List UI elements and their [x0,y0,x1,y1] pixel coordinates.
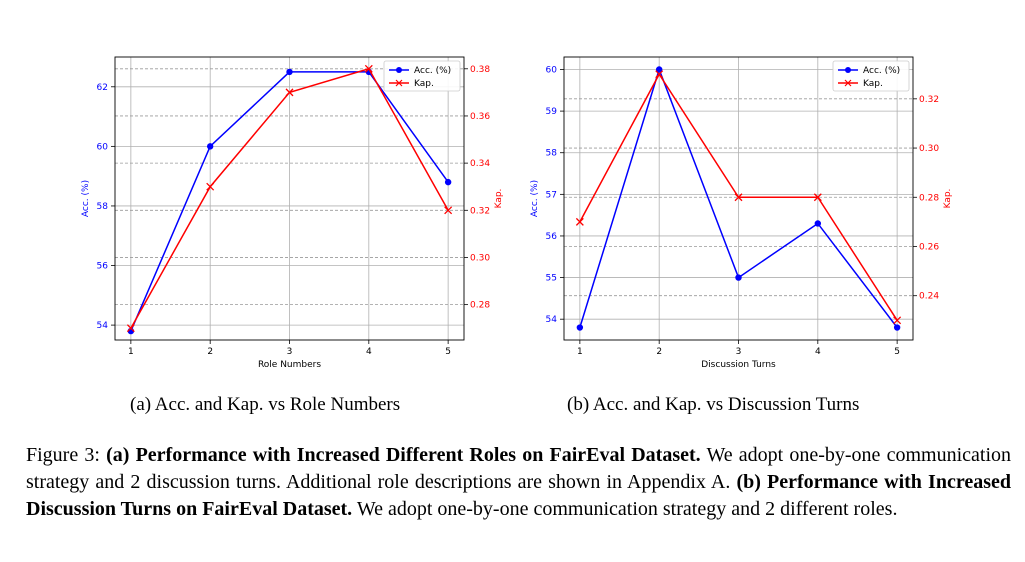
y2-tick-label: 0.24 [919,292,939,302]
legend-b: Acc. (%) Kap. [832,60,910,92]
figure-label: Figure 3: [26,444,100,466]
point-kap [126,324,135,333]
y-tick-label: 56 [97,262,109,272]
y-tick-label: 60 [546,65,558,75]
subcaption-a: (a) Acc. and Kap. vs Role Numbers [130,394,401,415]
y-axis-label: Acc. (%) [530,180,540,217]
point-acc [735,274,742,281]
y2-tick-label: 0.28 [470,301,490,311]
y2-tick-label: 0.32 [919,95,939,105]
figure-caption: Figure 3: (a) Performance with Increased… [26,442,1011,523]
x-axis-label: Role Numbers [258,360,321,370]
point-acc [655,66,663,73]
caption-part-b-text: We adopt one-by-one communication strate… [356,498,898,520]
y-tick-label: 58 [97,202,109,212]
legend-a: Acc. (%) Kap. [383,60,461,92]
y-tick-label: 54 [97,321,109,331]
chart-b: 1 2 3 4 5 54 55 56 57 58 59 60 0.24 0.26 0.28 0.30 0.32 D… [530,56,953,370]
y-tick-label: 55 [546,274,557,284]
y-tick-label: 60 [97,142,109,152]
y2-tick-label: 0.38 [470,65,490,75]
caption-part-a-text: We adopt one-by-one communication strate… [26,444,1012,493]
y-tick-label: 59 [546,107,558,117]
x-tick-label: 4 [366,347,372,357]
point-kap [734,193,743,202]
y2-axis-label: Kap. [943,189,953,209]
point-kap [285,88,294,97]
legend-label-kap: Kap. [414,79,434,89]
caption-part-a-title: (a) Performance with Increased Different… [106,444,701,466]
y2-tick-label: 0.32 [470,206,490,216]
y2-tick-label: 0.30 [919,144,939,154]
x-tick-label: 3 [736,347,742,357]
caption-part-b-title: (b) Performance with Increased Discussio… [26,471,1011,520]
y-axis-label: Acc. (%) [81,180,91,217]
x-tick-label: 4 [815,347,821,357]
x-tick-label: 2 [207,347,213,357]
subcaption-b: (b) Acc. and Kap. vs Discussion Turns [567,394,860,415]
point-kap [444,206,453,215]
legend-label-acc: Acc. (%) [414,66,451,76]
legend-marker-kap [395,79,403,87]
y-tick-label: 56 [546,232,558,242]
point-acc [893,324,901,331]
legend-label-kap: Kap. [863,79,883,89]
legend-marker-acc [845,67,851,73]
x-tick-label: 2 [656,347,662,357]
point-kap [206,182,215,191]
y-tick-label: 57 [546,190,557,200]
x-tick-label: 5 [894,347,900,357]
point-acc [576,324,584,331]
x-tick-label: 5 [445,347,451,357]
y2-tick-label: 0.28 [919,193,939,203]
y-tick-label: 58 [546,149,558,159]
x-axis-label: Discussion Turns [701,360,776,370]
point-acc [444,178,452,186]
legend-marker-acc [396,67,402,73]
y-tick-label: 54 [546,315,558,325]
point-acc [206,143,214,150]
point-kap [893,316,902,325]
point-kap [575,217,584,226]
y2-axis-label: Kap. [494,189,504,209]
y2-tick-label: 0.26 [919,242,939,252]
y2-tick-label: 0.30 [470,253,490,263]
y-tick-label: 62 [97,83,108,93]
point-kap [655,70,664,79]
x-tick-label: 3 [287,347,293,357]
y2-tick-label: 0.36 [470,112,490,122]
point-acc [286,68,293,76]
point-acc [814,220,822,227]
legend-label-acc: Acc. (%) [863,66,900,76]
x-tick-label: 1 [128,347,134,357]
y2-tick-label: 0.34 [470,159,490,169]
point-kap [813,193,822,202]
chart-a: 1 2 3 4 5 54 56 58 60 62 0.28 0.30 0.32 0.34 0.36 0.38 R… [81,56,504,370]
x-tick-label: 1 [577,347,583,357]
point-kap [364,64,373,73]
legend-marker-kap [844,79,852,87]
